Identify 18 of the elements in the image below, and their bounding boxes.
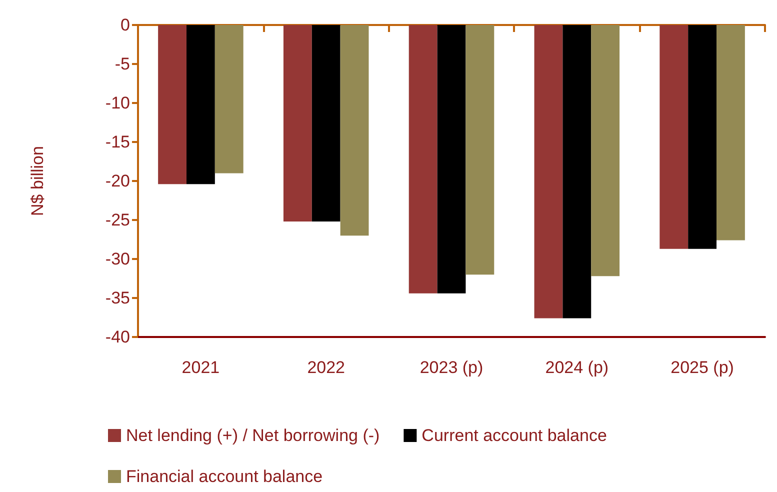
legend-label: Net lending (+) / Net borrowing (-) [126,426,380,445]
y-axis-title: N$ billion [28,146,47,216]
y-tick-label: -20 [105,172,130,190]
y-tick-label: -40 [105,328,130,346]
x-tick-label: 2023 (p) [420,358,484,377]
x-tick-label: 2024 (p) [545,358,609,377]
legend-label: Current account balance [422,426,607,445]
y-tick-label: -10 [105,94,130,112]
x-tick-label: 2021 [182,358,220,377]
y-tick-label: 0 [120,16,130,34]
legend-label: Financial account balance [126,467,323,486]
y-tick-label: -25 [105,210,130,230]
y-tick-label: -35 [105,288,130,308]
y-tick-label: -30 [105,250,130,268]
y-tick-label: -15 [105,132,130,152]
x-tick-label: 2022 [307,358,346,377]
x-tick-label: 2025 (p) [670,358,734,377]
y-tick-label: -5 [114,54,130,74]
